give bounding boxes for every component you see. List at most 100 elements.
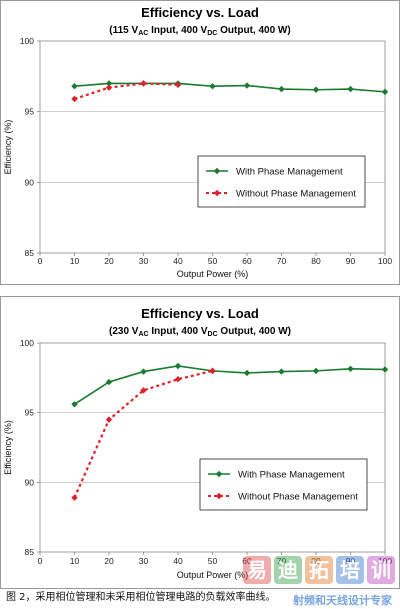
legend-box: [197, 155, 366, 208]
watermark-char: 易: [247, 558, 267, 582]
legend-marker: [213, 167, 221, 175]
data-point: [140, 368, 147, 375]
x-tick-label: 40: [173, 256, 183, 266]
data-point: [105, 84, 113, 91]
legend-label: Without Phase Management: [236, 189, 356, 200]
x-tick-label: 90: [346, 256, 356, 266]
series-without-phase-management: [71, 80, 182, 103]
x-tick-label: 50: [208, 556, 218, 566]
data-point: [243, 369, 251, 377]
x-tick-label: 50: [208, 256, 218, 266]
chart-subtitle: (115 VAC Input, 400 VDC Output, 400 W): [109, 25, 290, 37]
subtitle-subscript: DC: [208, 331, 218, 338]
chart-title: Efficiency vs. Load: [141, 306, 259, 321]
subtitle-text: Output, 400 W): [218, 326, 291, 337]
data-point: [209, 83, 216, 90]
x-tick-label: 20: [104, 256, 114, 266]
subtitle-text: (115 V: [109, 25, 138, 36]
data-point: [174, 81, 182, 89]
series-line: [73, 369, 213, 499]
x-tick-label: 60: [242, 556, 252, 566]
legend-marker: [215, 492, 223, 500]
chart-subtitle: (230 VAC Input, 400 VDC Output, 400 W): [109, 326, 291, 338]
y-tick-label: 90: [25, 477, 35, 487]
x-tick-label: 0: [38, 256, 43, 266]
data-point: [243, 82, 251, 89]
data-point: [71, 83, 78, 90]
y-tick-label: 100: [20, 36, 34, 46]
y-axis-label: Efficiency (%): [3, 420, 13, 475]
x-tick-label: 80: [311, 256, 321, 266]
x-tick-label: 90: [346, 556, 356, 566]
y-tick-label: 95: [25, 107, 35, 117]
series-with-phase-management: [71, 362, 389, 408]
chart-title: Efficiency vs. Load: [141, 5, 259, 20]
data-point: [140, 80, 147, 87]
x-axis-label: Output Power (%): [177, 570, 249, 580]
legend-box: [199, 458, 368, 511]
data-point: [140, 387, 147, 394]
x-tick-label: 80: [311, 556, 321, 566]
data-point: [71, 95, 78, 103]
watermark-tile: [336, 556, 364, 584]
data-point: [71, 494, 78, 501]
plot-area: [39, 40, 386, 254]
x-tick-label: 100: [378, 256, 392, 266]
series-without-phase-management: [71, 367, 216, 501]
watermark-tile: [305, 556, 333, 584]
x-tick-label: 10: [70, 256, 80, 266]
legend-marker: [215, 470, 223, 478]
chart-1: Efficiency vs. Load (115 VAC Input, 400 V…: [3, 5, 392, 279]
data-point: [312, 86, 320, 93]
series-line: [74, 82, 386, 93]
y-tick-label: 100: [20, 338, 34, 348]
x-tick-label: 70: [277, 256, 287, 266]
legend-label: With Phase Management: [238, 470, 345, 481]
subtitle-text: Input, 400 V: [148, 25, 207, 36]
x-axis-label: Output Power (%): [177, 269, 249, 279]
subtitle-subscript: DC: [207, 30, 217, 37]
legend: With Phase Management Without Phase Manag…: [197, 155, 366, 208]
legend-label: With Phase Management: [236, 167, 343, 178]
data-point: [381, 366, 389, 373]
legend-label: Without Phase Management: [238, 492, 358, 503]
data-point: [347, 85, 354, 93]
subtitle-text: (230 V: [109, 326, 139, 337]
subtitle-text: Output, 400 W): [217, 25, 290, 36]
y-axis-label: Efficiency (%): [3, 120, 13, 175]
subtitle-text: Input, 400 V: [149, 326, 208, 337]
y-tick-label: 90: [25, 177, 35, 187]
data-point: [312, 367, 320, 375]
watermark-char: 拓: [309, 558, 329, 582]
y-tick-label: 85: [25, 248, 35, 258]
data-point: [71, 401, 78, 408]
watermark-logo: 易迪拓培训射频和天线设计专家: [243, 556, 395, 607]
x-tick-label: 30: [139, 256, 149, 266]
data-point: [105, 416, 113, 423]
x-tick-label: 40: [173, 556, 183, 566]
data-point: [209, 367, 216, 375]
x-tick-label: 60: [242, 256, 252, 266]
y-tick-label: 95: [25, 408, 35, 418]
figure-caption: 图 2，采用相位管理和未采用相位管理电路的负载效率曲线。: [6, 590, 276, 603]
watermark-tagline: 射频和天线设计专家: [292, 593, 393, 607]
watermark-char: 迪: [278, 558, 298, 582]
legend: With Phase Management Without Phase Manag…: [199, 458, 368, 511]
watermark-tile: [367, 556, 395, 584]
data-point: [174, 376, 182, 383]
watermark-tile: [243, 556, 271, 584]
watermark-char: 培: [340, 558, 360, 582]
chart-2: Efficiency vs. Load(230 VAC Input, 400 V…: [3, 306, 392, 580]
subtitle-subscript: AC: [138, 331, 148, 338]
plot-area: [39, 342, 386, 553]
data-point: [278, 368, 285, 375]
x-tick-label: 0: [38, 556, 43, 566]
y-tick-label: 85: [25, 547, 35, 557]
data-point: [278, 85, 285, 93]
legend-marker: [213, 189, 221, 197]
series-line: [74, 82, 179, 100]
data-point: [105, 378, 113, 386]
watermark-tile: [274, 556, 302, 584]
x-tick-label: 70: [277, 556, 287, 566]
